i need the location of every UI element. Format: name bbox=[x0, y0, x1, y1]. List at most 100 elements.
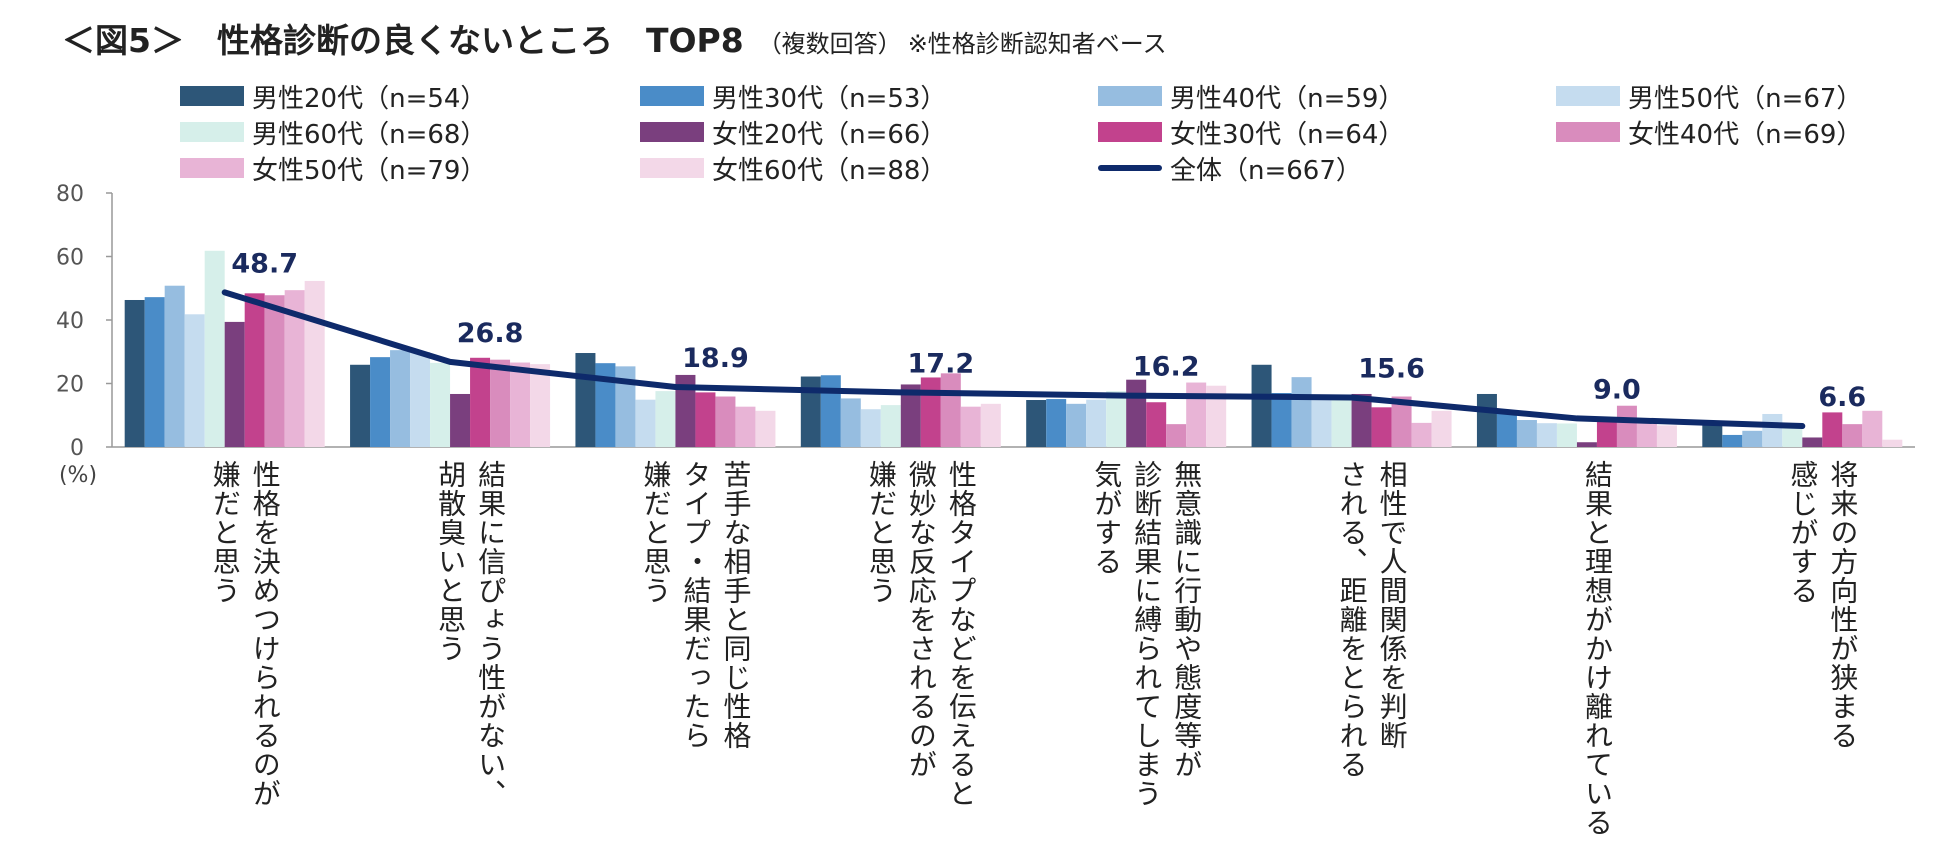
bar-5-6 bbox=[1331, 395, 1352, 447]
legend-label: 男性40代（n=59） bbox=[1170, 83, 1405, 114]
bar-10-7 bbox=[1656, 425, 1677, 447]
bar-4-7 bbox=[1536, 423, 1557, 447]
bar-4-5 bbox=[1086, 399, 1107, 447]
legend-swatch bbox=[180, 158, 244, 178]
y-tick-label: 80 bbox=[56, 182, 84, 207]
bar-4-4 bbox=[860, 409, 881, 447]
bar-6-6 bbox=[1351, 393, 1372, 447]
legend-label: 女性50代（n=79） bbox=[252, 155, 487, 186]
bar-1-5 bbox=[1026, 400, 1047, 447]
bar-3-7 bbox=[1516, 420, 1537, 447]
bar-9-1 bbox=[284, 290, 305, 447]
bar-5-4 bbox=[880, 405, 901, 447]
bar-1-2 bbox=[350, 364, 371, 447]
bar-2-7 bbox=[1496, 411, 1517, 447]
bar-10-3 bbox=[755, 410, 776, 447]
legend-item: 男性30代（n=53） bbox=[640, 78, 946, 114]
bar-1-6 bbox=[1251, 364, 1272, 447]
category-label: 性格を決めつけられるのが 嫌だと思う bbox=[208, 460, 282, 808]
bar-5-2 bbox=[430, 362, 451, 447]
bar-5-7 bbox=[1556, 423, 1577, 447]
category-label: 苦手な相手と同じ性格 タイプ・結果だったら 嫌だと思う bbox=[639, 460, 753, 750]
bar-1-4 bbox=[800, 376, 821, 447]
legend-item: 男性40代（n=59） bbox=[1098, 78, 1404, 114]
total-data-label: 9.0 bbox=[1593, 374, 1641, 405]
legend-label: 男性30代（n=53） bbox=[712, 83, 947, 114]
bar-3-6 bbox=[1291, 377, 1312, 447]
category-label: 性格タイプなどを伝えると 微妙な反応をされるのが 嫌だと思う bbox=[864, 460, 978, 808]
total-data-label: 17.2 bbox=[908, 348, 975, 379]
bar-8-6 bbox=[1391, 396, 1412, 447]
legend-item: 女性20代（n=66） bbox=[640, 114, 946, 150]
bar-9-6 bbox=[1411, 422, 1432, 447]
legend-swatch bbox=[180, 122, 244, 142]
total-line bbox=[221, 289, 1806, 430]
bar-6-7 bbox=[1576, 442, 1597, 447]
bar-2-8 bbox=[1722, 434, 1743, 447]
total-data-label: 26.8 bbox=[457, 318, 524, 349]
bar-3-8 bbox=[1742, 430, 1763, 447]
bar-5-8 bbox=[1782, 428, 1803, 447]
category-label: 無意識に行動や態度等が 診断結果に縛られてしまう 気がする bbox=[1090, 460, 1204, 808]
legend-item: 男性60代（n=68） bbox=[180, 114, 486, 150]
legend-swatch bbox=[180, 86, 244, 106]
bar-1-3 bbox=[575, 353, 596, 447]
bar-7-4 bbox=[920, 377, 941, 447]
bar-8-5 bbox=[1166, 424, 1187, 447]
bar-3-1 bbox=[164, 285, 185, 447]
bar-6-5 bbox=[1126, 379, 1147, 447]
bar-5-3 bbox=[655, 391, 676, 447]
bar-6-1 bbox=[224, 321, 245, 447]
legend-item: 女性60代（n=88） bbox=[640, 150, 946, 186]
bar-8-8 bbox=[1842, 424, 1863, 447]
chart-title: ＜図5＞ 性格診断の良くないところ TOP8 （複数回答） ※性格診断認知者ベース bbox=[62, 14, 1167, 62]
bar-10-6 bbox=[1431, 410, 1452, 447]
bar-4-8 bbox=[1762, 413, 1783, 447]
bar-6-8 bbox=[1802, 437, 1823, 447]
legend-swatch bbox=[1098, 86, 1162, 106]
bar-6-2 bbox=[450, 393, 471, 447]
total-data-label: 6.6 bbox=[1818, 382, 1866, 413]
bar-7-7 bbox=[1596, 417, 1617, 447]
category-label: 将来の方向性が狭まる 感じがする bbox=[1786, 460, 1860, 750]
bar-3-3 bbox=[615, 366, 636, 447]
bar-6-3 bbox=[675, 374, 696, 447]
legend-label: 女性30代（n=64） bbox=[1170, 119, 1405, 150]
title-main: ＜図5＞ 性格診断の良くないところ TOP8 bbox=[62, 21, 744, 60]
bar-10-2 bbox=[530, 364, 551, 447]
legend: 男性20代（n=54） 男性30代（n=53） 男性40代（n=59） 男性50代（n… bbox=[180, 78, 1920, 190]
legend-item: 全体（n=667） bbox=[1098, 150, 1362, 186]
y-axis-unit: (%) bbox=[59, 463, 97, 488]
legend-swatch bbox=[1098, 122, 1162, 142]
y-tick-label: 60 bbox=[56, 246, 84, 271]
bar-10-4 bbox=[980, 403, 1001, 447]
legend-label: 女性40代（n=69） bbox=[1628, 119, 1863, 150]
bar-10-8 bbox=[1882, 439, 1903, 447]
legend-swatch bbox=[640, 86, 704, 106]
bar-2-4 bbox=[820, 375, 841, 447]
bar-8-1 bbox=[264, 295, 285, 447]
bar-2-1 bbox=[144, 297, 165, 447]
bar-7-6 bbox=[1371, 407, 1392, 447]
legend-swatch bbox=[640, 158, 704, 178]
bar-9-2 bbox=[510, 362, 531, 447]
bar-4-3 bbox=[635, 399, 656, 447]
bar-2-5 bbox=[1046, 399, 1067, 447]
category-label: 結果と理想がかけ離れている bbox=[1580, 460, 1614, 837]
bar-3-2 bbox=[390, 350, 411, 447]
title-sub: （複数回答） bbox=[757, 30, 902, 58]
legend-label: 男性20代（n=54） bbox=[252, 83, 487, 114]
bar-2-6 bbox=[1271, 393, 1292, 447]
bar-7-1 bbox=[244, 293, 265, 447]
y-tick-label: 40 bbox=[56, 309, 84, 334]
legend-item: 女性30代（n=64） bbox=[1098, 114, 1404, 150]
legend-line-swatch bbox=[1098, 165, 1162, 171]
bar-8-4 bbox=[940, 373, 961, 447]
legend-label: 女性20代（n=66） bbox=[712, 119, 947, 150]
total-data-label: 15.6 bbox=[1358, 353, 1425, 384]
y-tick-label: 0 bbox=[70, 436, 84, 461]
legend-swatch bbox=[1556, 86, 1620, 106]
category-label: 相性で人間関係を判断 される、距離をとられる bbox=[1335, 460, 1409, 779]
legend-label: 男性50代（n=67） bbox=[1628, 83, 1863, 114]
